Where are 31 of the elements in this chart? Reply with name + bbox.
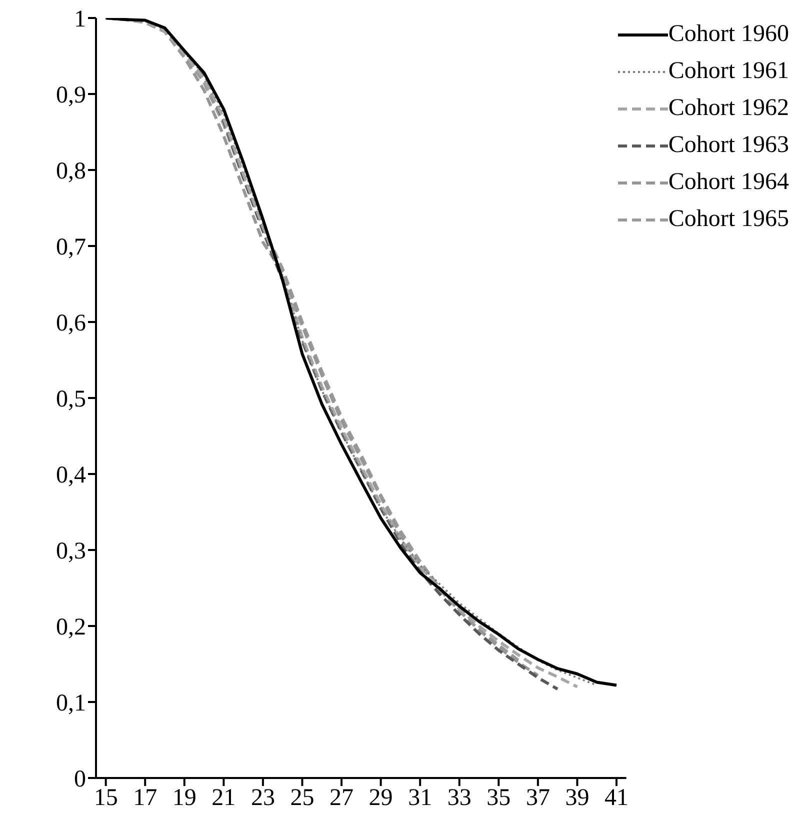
- y-tick-label: 0,9: [56, 82, 86, 109]
- y-tick-label: 0,4: [56, 462, 86, 489]
- x-tick-label: 21: [212, 785, 236, 812]
- legend-label: Cohort 1961: [668, 58, 789, 85]
- y-tick-label: 0,6: [56, 310, 86, 337]
- y-tick-label: 0,7: [56, 234, 86, 261]
- y-tick-label: 0: [74, 766, 86, 793]
- y-tick-label: 0,8: [56, 158, 86, 185]
- x-tick-label: 37: [526, 785, 550, 812]
- legend-label: Cohort 1964: [668, 169, 789, 196]
- legend-label: Cohort 1960: [668, 21, 789, 48]
- x-tick-label: 29: [368, 785, 393, 812]
- x-tick-label: 19: [172, 785, 196, 812]
- x-tick-label: 17: [133, 785, 158, 812]
- x-tick-label: 27: [330, 785, 354, 812]
- legend-label: Cohort 1962: [668, 95, 789, 122]
- x-tick-label: 41: [604, 785, 629, 812]
- legend-label: Cohort 1965: [668, 206, 789, 233]
- y-tick-label: 0,2: [56, 614, 86, 641]
- x-tick-label: 35: [486, 785, 511, 812]
- x-tick-label: 39: [565, 785, 590, 812]
- y-tick-label: 0,5: [56, 386, 86, 413]
- y-tick-label: 0,3: [56, 538, 86, 565]
- x-tick-label: 15: [94, 785, 118, 812]
- x-tick-label: 23: [250, 785, 275, 812]
- legend-label: Cohort 1963: [668, 132, 789, 159]
- x-tick-label: 25: [290, 785, 314, 812]
- x-tick-label: 33: [447, 785, 472, 812]
- y-tick-label: 0,1: [56, 690, 86, 717]
- x-tick-label: 31: [408, 785, 432, 812]
- y-tick-label: 1: [74, 6, 86, 33]
